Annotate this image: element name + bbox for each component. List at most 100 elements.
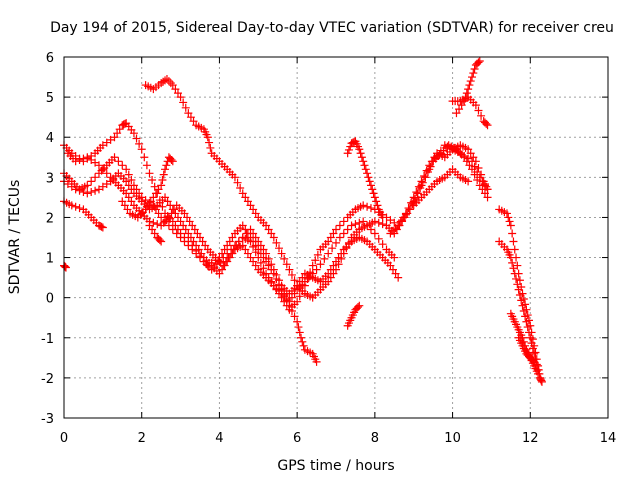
data-point	[145, 169, 154, 178]
data-point	[359, 217, 368, 226]
data-point	[98, 223, 107, 232]
x-tick-label: 14	[600, 431, 617, 446]
data-point	[452, 109, 461, 118]
y-tick-label: -2	[41, 372, 54, 387]
data-point	[173, 213, 182, 222]
data-point	[374, 234, 383, 243]
data-point	[357, 153, 366, 162]
data-point	[364, 173, 373, 182]
data-point	[515, 290, 524, 299]
data-point	[509, 264, 518, 273]
y-tick-label: 1	[46, 252, 54, 267]
data-point	[184, 241, 193, 250]
data-point	[464, 145, 473, 154]
data-point	[203, 133, 212, 142]
data-point	[220, 261, 229, 270]
data-point	[342, 244, 351, 253]
data-point	[206, 143, 215, 152]
data-point	[243, 197, 252, 206]
data-point	[355, 301, 364, 310]
data-point	[176, 93, 185, 102]
data-point	[153, 220, 162, 229]
data-point	[262, 249, 271, 258]
data-point	[483, 121, 492, 130]
data-point	[228, 233, 237, 242]
data-point	[184, 229, 193, 238]
data-point	[277, 249, 286, 258]
y-tick-label: 3	[46, 171, 54, 186]
data-point	[163, 197, 172, 206]
data-point	[513, 280, 522, 289]
data-point	[509, 237, 518, 246]
data-point	[324, 249, 333, 258]
data-point	[473, 176, 482, 185]
data-point	[528, 356, 537, 365]
data-point	[339, 229, 348, 238]
data-point	[526, 333, 535, 342]
data-point	[366, 204, 375, 213]
data-point	[124, 181, 133, 190]
data-point	[246, 201, 255, 210]
data-point	[179, 221, 188, 230]
data-point	[246, 253, 255, 262]
data-point	[168, 157, 177, 166]
data-point	[158, 176, 167, 185]
data-point	[102, 169, 111, 178]
data-point	[238, 241, 247, 250]
y-axis-label: SDTVAR / TECUs	[7, 180, 23, 295]
data-point	[370, 193, 379, 202]
data-point	[201, 241, 210, 250]
data-point	[83, 181, 92, 190]
data-point	[483, 185, 492, 194]
data-point	[416, 184, 425, 193]
data-point	[127, 197, 136, 206]
data-point	[259, 245, 268, 254]
data-point	[157, 181, 166, 190]
data-point	[530, 357, 539, 366]
data-point	[264, 225, 273, 234]
data-point	[146, 197, 155, 206]
x-tick-label: 12	[522, 431, 539, 446]
data-point	[225, 237, 234, 246]
data-point	[366, 225, 375, 234]
data-point	[308, 269, 317, 278]
data-point	[158, 202, 167, 211]
data-point	[411, 194, 420, 203]
data-point	[531, 348, 540, 357]
data-point	[504, 213, 513, 222]
data-point	[298, 337, 307, 346]
data-point	[230, 173, 239, 182]
data-point	[418, 178, 427, 187]
y-tick-label: 4	[46, 131, 54, 146]
series-track-12	[452, 57, 484, 118]
x-tick-label: 10	[444, 431, 461, 446]
data-point	[249, 257, 258, 266]
data-point	[162, 161, 171, 170]
data-point	[285, 297, 294, 306]
data-point	[161, 76, 170, 85]
data-point	[272, 270, 281, 279]
data-point	[272, 238, 281, 247]
series-track-15	[495, 237, 543, 374]
data-point	[97, 222, 106, 231]
data-point	[355, 145, 364, 154]
data-point	[164, 213, 173, 222]
data-point	[368, 185, 377, 194]
data-point	[363, 169, 372, 178]
data-point	[312, 265, 321, 274]
data-point	[468, 165, 476, 174]
data-point	[334, 260, 343, 269]
data-point	[264, 254, 273, 263]
data-point	[414, 182, 423, 191]
data-point	[404, 204, 413, 213]
data-point	[205, 138, 214, 147]
data-point	[254, 237, 263, 246]
data-point	[140, 153, 149, 162]
data-point	[386, 261, 395, 270]
data-point	[297, 333, 306, 342]
data-point	[155, 236, 164, 245]
data-point	[294, 323, 303, 332]
data-point	[477, 111, 486, 120]
data-point	[185, 217, 194, 226]
data-point	[421, 173, 430, 182]
